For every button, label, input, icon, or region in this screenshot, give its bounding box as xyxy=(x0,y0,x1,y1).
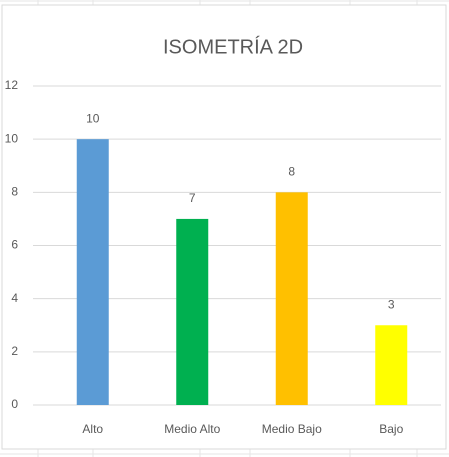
bar xyxy=(275,192,308,405)
x-tick-label: Bajo xyxy=(379,422,403,436)
data-label: 8 xyxy=(288,165,295,179)
y-tick-label: 0 xyxy=(11,397,18,411)
x-tick-label: Medio Alto xyxy=(164,422,220,436)
data-label: 7 xyxy=(189,191,196,205)
y-tick-label: 2 xyxy=(11,344,18,358)
y-tick-label: 6 xyxy=(11,238,18,252)
bar xyxy=(176,218,209,405)
y-tick-label: 4 xyxy=(11,291,18,305)
bar xyxy=(76,139,109,405)
chart-title: ISOMETRÍA 2D xyxy=(163,35,303,58)
y-tick-label: 10 xyxy=(5,131,19,145)
data-label: 3 xyxy=(388,297,395,311)
bar xyxy=(375,325,408,405)
y-tick-label: 8 xyxy=(11,185,18,199)
x-tick-label: Alto xyxy=(82,422,103,436)
chart-area xyxy=(1,4,447,450)
data-label: 10 xyxy=(86,111,100,125)
x-tick-label: Medio Bajo xyxy=(262,422,322,436)
y-tick-label: 12 xyxy=(5,78,19,92)
